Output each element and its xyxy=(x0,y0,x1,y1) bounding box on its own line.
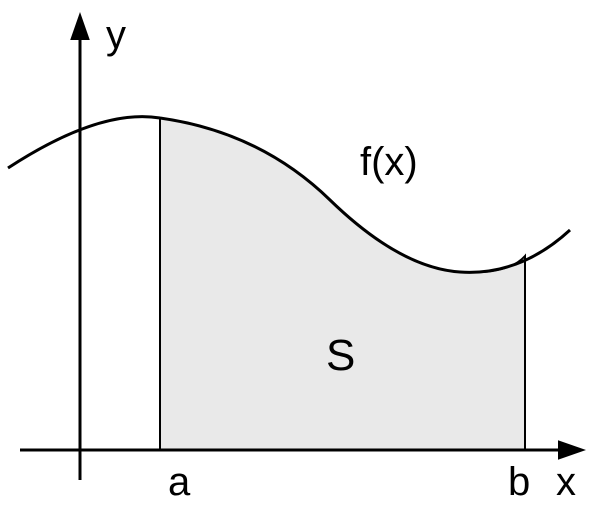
b-tick-label: b xyxy=(508,460,530,504)
fx-label: f(x) xyxy=(360,140,418,184)
region-label: S xyxy=(326,331,355,380)
x-axis-label: x xyxy=(556,460,576,504)
x-axis-arrow xyxy=(558,440,586,460)
y-axis-label: y xyxy=(106,13,126,57)
y-axis-arrow xyxy=(70,12,90,40)
integral-region xyxy=(160,118,525,450)
a-tick-label: a xyxy=(168,460,191,504)
